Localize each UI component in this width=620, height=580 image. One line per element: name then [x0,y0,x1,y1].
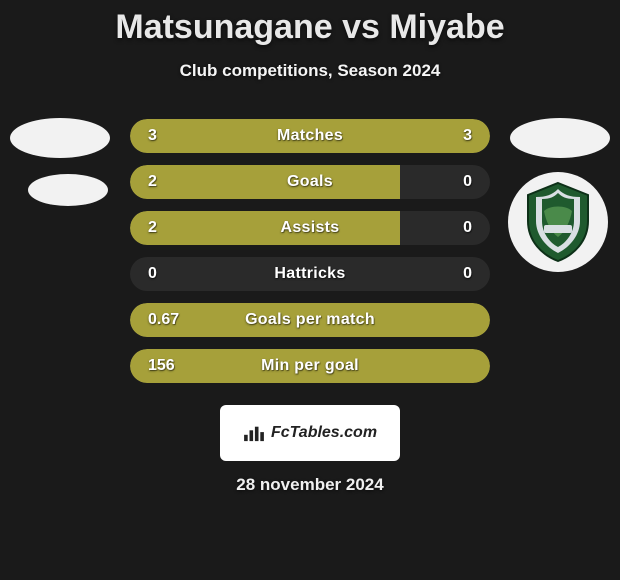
stat-row: 156Min per goal [130,349,490,383]
stat-row: 3Matches3 [130,119,490,153]
stat-row: 0Hattricks0 [130,257,490,291]
stat-value-left: 0.67 [130,311,210,329]
stat-value-right: 3 [410,127,490,145]
attribution-text: FcTables.com [271,424,377,442]
player-left-badge-bottom [28,174,108,206]
club-crest-icon [522,181,594,263]
attribution-badge[interactable]: FcTables.com [220,405,400,461]
stat-value-right: 0 [410,219,490,237]
stats-list: 3Matches32Goals02Assists00Hattricks00.67… [130,119,490,383]
stat-label: Hattricks [210,265,410,283]
bar-chart-icon [243,424,265,442]
stat-row: 2Goals0 [130,165,490,199]
subtitle: Club competitions, Season 2024 [0,61,620,81]
player-left-badge-top [10,118,110,158]
stat-label: Min per goal [210,357,410,375]
stat-value-left: 2 [130,219,210,237]
stat-value-left: 156 [130,357,210,375]
stat-value-left: 2 [130,173,210,191]
player-right-badge-top [510,118,610,158]
stat-row: 0.67Goals per match [130,303,490,337]
stat-value-right: 0 [410,265,490,283]
date-label: 28 november 2024 [0,475,620,495]
stat-label: Assists [210,219,410,237]
stat-label: Goals [210,173,410,191]
stat-value-right: 0 [410,173,490,191]
stat-label: Goals per match [210,311,410,329]
player-right-club-crest [508,172,608,272]
stat-value-left: 3 [130,127,210,145]
page-title: Matsunagane vs Miyabe [0,8,620,47]
stat-row: 2Assists0 [130,211,490,245]
stat-label: Matches [210,127,410,145]
stat-value-left: 0 [130,265,210,283]
